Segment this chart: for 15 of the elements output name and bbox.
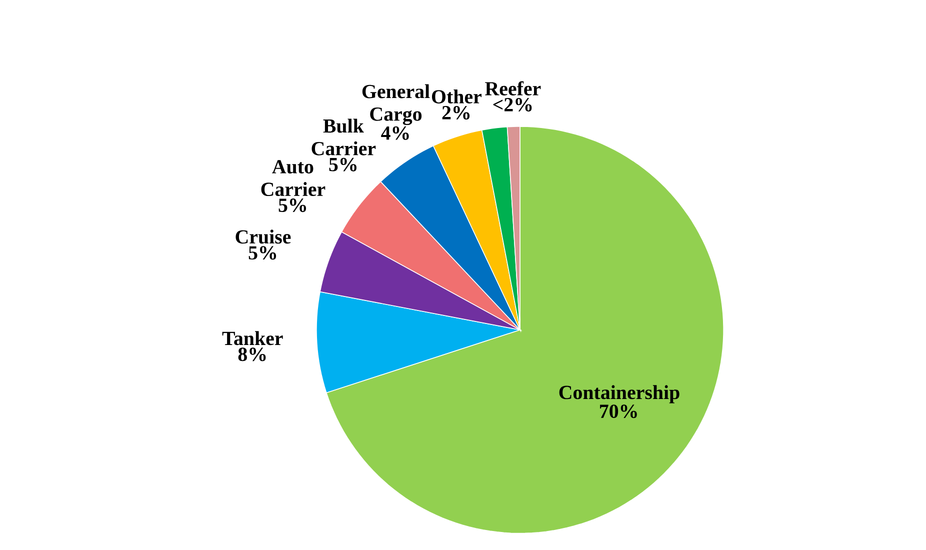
data-label: 70% bbox=[600, 404, 637, 418]
slice-label: Containership bbox=[559, 385, 680, 404]
data-label: 5% bbox=[278, 198, 306, 212]
slice-label: Cruise bbox=[236, 230, 291, 244]
slice-label: Auto Carrier bbox=[261, 160, 326, 196]
data-label: 5% bbox=[248, 246, 276, 260]
slice-label: Tanker bbox=[222, 331, 283, 346]
slice-label: Reefer bbox=[485, 81, 541, 96]
data-label: <2% bbox=[493, 98, 532, 112]
data-label: 4% bbox=[381, 126, 409, 140]
data-label: 2% bbox=[442, 106, 470, 120]
slice-label: General Cargo bbox=[362, 84, 430, 126]
data-label: 5% bbox=[329, 158, 356, 172]
data-label: 8% bbox=[238, 348, 266, 362]
slice-label: Other bbox=[432, 90, 482, 104]
